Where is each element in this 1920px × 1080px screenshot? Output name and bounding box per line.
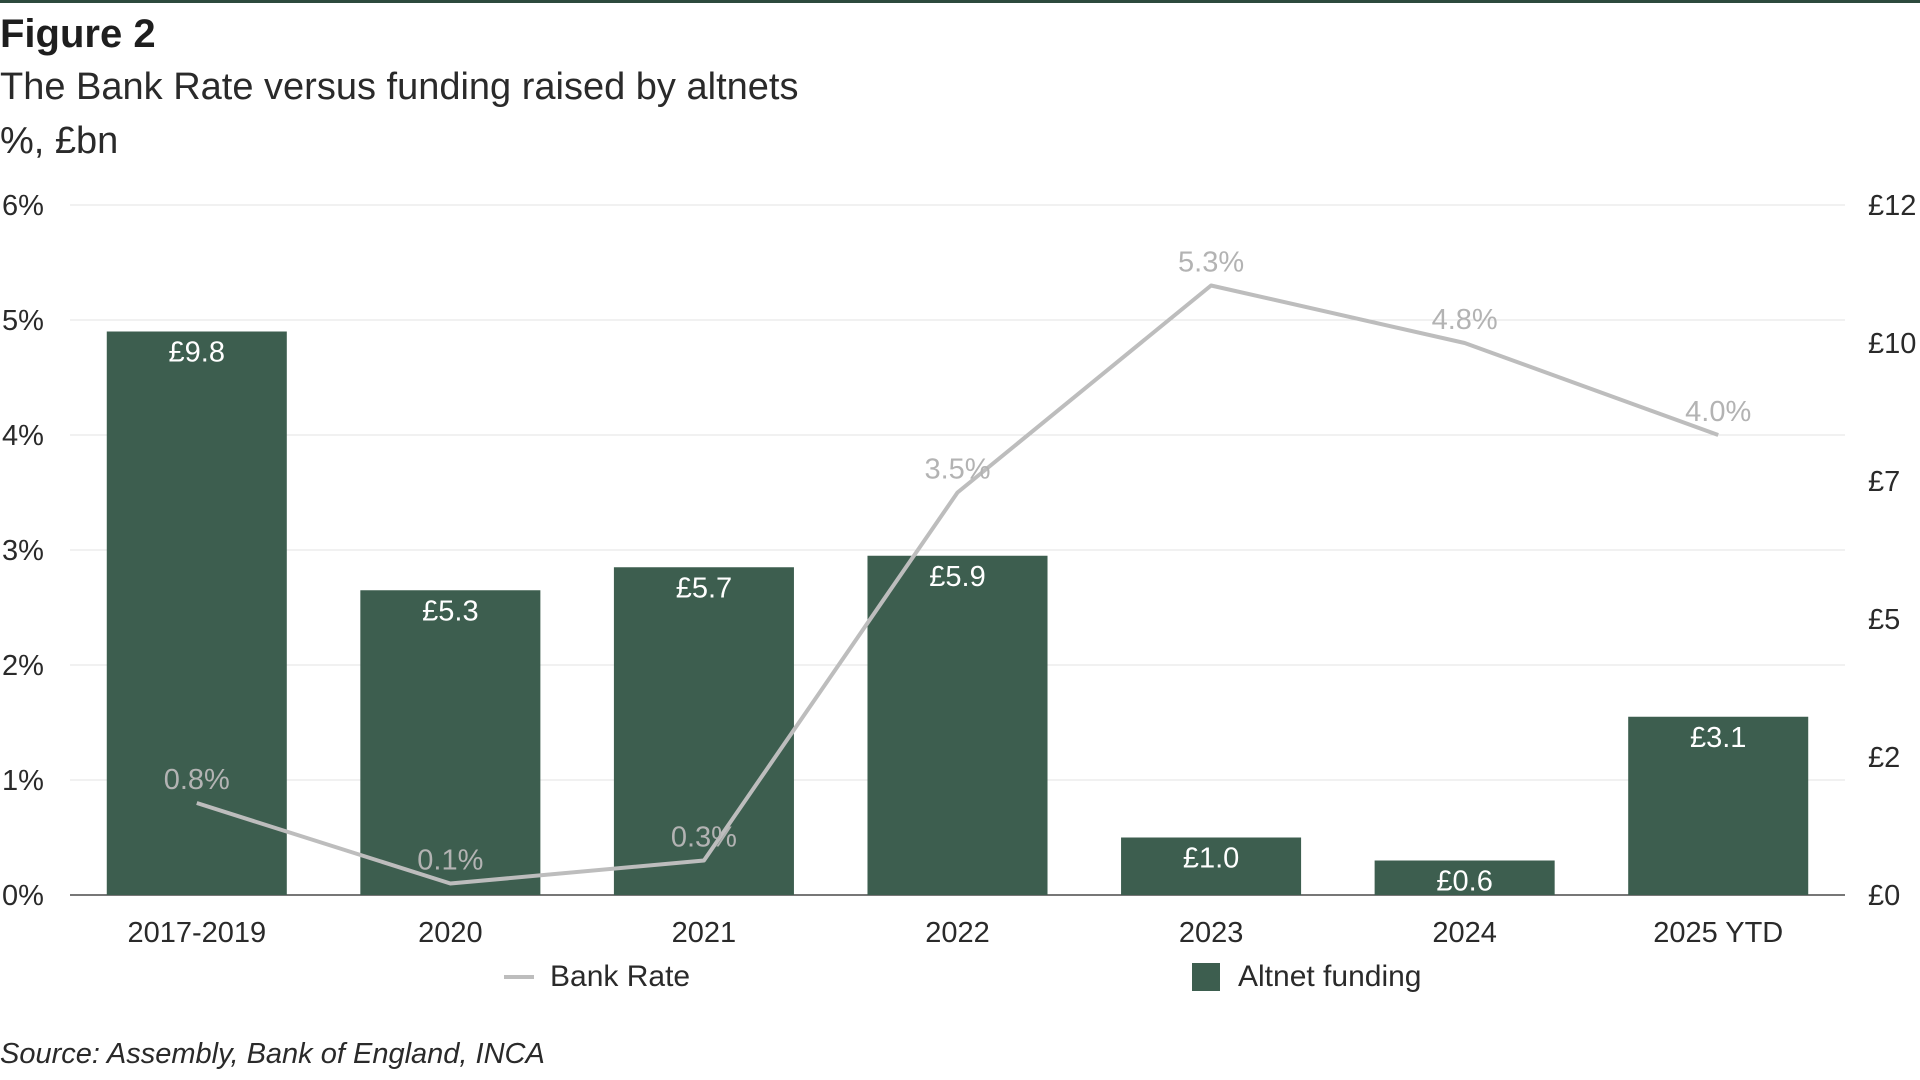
top-rule bbox=[0, 0, 1920, 3]
legend-label-altnet-funding: Altnet funding bbox=[1238, 960, 1422, 993]
left-tick-label: 6% bbox=[2, 190, 44, 222]
bar bbox=[1628, 716, 1809, 895]
chart-units: %, £bn bbox=[0, 120, 119, 162]
line-point-label: 4.0% bbox=[1685, 396, 1751, 428]
line-point-label: 3.5% bbox=[924, 454, 990, 486]
right-tick-label: £12 bbox=[1868, 190, 1916, 222]
legend-item-altnet-funding: Altnet funding bbox=[1192, 960, 1421, 994]
left-tick-label: 4% bbox=[2, 420, 44, 452]
x-tick-label: 2025 YTD bbox=[1653, 917, 1783, 949]
legend-label-bank-rate: Bank Rate bbox=[550, 960, 691, 993]
left-tick-label: 5% bbox=[2, 305, 44, 337]
right-tick-label: £10 bbox=[1868, 328, 1916, 360]
line-point-label: 0.8% bbox=[164, 764, 230, 796]
line-bank-rate: 0.8% 0.1% 0.3% 3.5% 5.3% 4.8% 4.0% bbox=[164, 247, 1751, 886]
bar-value-labels: £9.8 £5.3 £5.7 £5.9 £1.0 £0.6 £3.1 bbox=[169, 337, 1747, 898]
right-axis-ticks: £0 £2 £5 £7 £10 £12 bbox=[1868, 190, 1916, 912]
bar bbox=[106, 331, 287, 895]
chart-title: The Bank Rate versus funding raised by a… bbox=[0, 66, 799, 108]
right-tick-label: £0 bbox=[1868, 880, 1900, 912]
right-tick-label: £7 bbox=[1868, 466, 1900, 498]
legend-line-swatch bbox=[504, 975, 534, 979]
left-tick-label: 2% bbox=[2, 650, 44, 682]
line-point-label: 4.8% bbox=[1432, 304, 1498, 336]
figure-label: Figure 2 bbox=[0, 12, 156, 56]
right-tick-label: £2 bbox=[1868, 742, 1900, 774]
left-tick-label: 0% bbox=[2, 880, 44, 912]
x-tick-label: 2021 bbox=[672, 917, 737, 949]
bar-label: £5.9 bbox=[929, 561, 985, 593]
x-tick-label: 2017-2019 bbox=[127, 917, 266, 949]
line-point-label: 0.1% bbox=[417, 845, 483, 877]
source-note: Source: Assembly, Bank of England, INCA bbox=[0, 1038, 545, 1070]
bar-label: £5.7 bbox=[676, 572, 732, 604]
bars-altnet-funding bbox=[106, 331, 1809, 895]
bar-label: £3.1 bbox=[1690, 722, 1746, 754]
bar bbox=[867, 555, 1048, 895]
left-tick-label: 1% bbox=[2, 765, 44, 797]
x-tick-label: 2020 bbox=[418, 917, 483, 949]
x-tick-label: 2024 bbox=[1432, 917, 1497, 949]
bar-label: £9.8 bbox=[169, 337, 225, 369]
bar bbox=[360, 590, 541, 895]
line-point-label: 5.3% bbox=[1178, 247, 1244, 279]
left-tick-label: 3% bbox=[2, 535, 44, 567]
left-axis-ticks: 0% 1% 2% 3% 4% 5% 6% bbox=[2, 190, 44, 912]
bar bbox=[613, 567, 794, 895]
bank-rate-line bbox=[196, 283, 1719, 886]
line-point-label: 0.3% bbox=[671, 822, 737, 854]
right-tick-label: £5 bbox=[1868, 604, 1900, 636]
bar-label: £5.3 bbox=[422, 595, 478, 627]
x-tick-label: 2022 bbox=[925, 917, 990, 949]
chart: 0% 1% 2% 3% 4% 5% 6% £0 £2 £5 £7 £10 £12 £9.8 £5.3 £5… bbox=[2, 190, 1916, 949]
legend-box-swatch bbox=[1192, 963, 1220, 991]
x-tick-label: 2023 bbox=[1179, 917, 1244, 949]
x-axis-labels: 2017-2019 2020 2021 2022 2023 2024 2025 YTD bbox=[127, 917, 1783, 949]
bar bbox=[1121, 837, 1302, 895]
bar-label: £0.6 bbox=[1436, 866, 1492, 898]
bar bbox=[1374, 860, 1555, 895]
bar-label: £1.0 bbox=[1183, 843, 1239, 875]
legend-item-bank-rate: Bank Rate bbox=[504, 960, 690, 994]
